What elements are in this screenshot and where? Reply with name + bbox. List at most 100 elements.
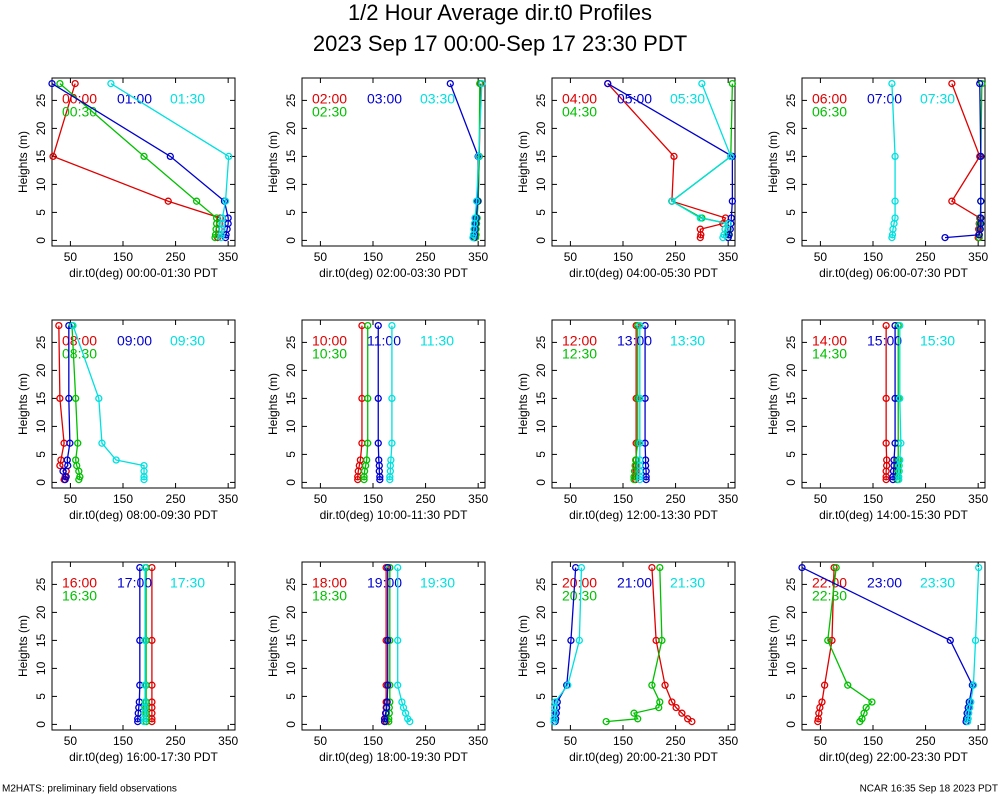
y-tick-label: 5 <box>34 693 48 700</box>
y-tick-label: 20 <box>34 121 48 135</box>
profile-point <box>896 321 904 330</box>
y-tick-label: 0 <box>34 237 48 244</box>
x-tick-label: 350 <box>718 492 738 506</box>
profile-point <box>364 321 372 330</box>
x-tick-label: 150 <box>363 250 383 264</box>
profile-point <box>721 225 729 233</box>
profile-point <box>374 439 382 447</box>
profile-point <box>604 79 612 88</box>
profile-point <box>963 717 972 726</box>
plot-frame <box>51 561 236 731</box>
profile-point <box>641 394 649 403</box>
y-tick-label: 20 <box>284 121 298 135</box>
y-tick-label: 25 <box>784 577 798 591</box>
profile-point <box>882 321 890 330</box>
x-axis-label: dir.t0(deg) 22:00-23:30 PDT <box>819 750 968 764</box>
y-tick-label: 10 <box>784 661 798 675</box>
profile-point <box>386 475 394 484</box>
profile-point <box>634 715 642 723</box>
series-label: 16:00 <box>62 575 97 591</box>
y-tick-label: 25 <box>34 335 48 349</box>
x-tick-label: 150 <box>363 734 383 748</box>
series-label: 10:30 <box>312 346 347 362</box>
x-tick-label: 250 <box>166 492 186 506</box>
y-tick-label: 10 <box>784 419 798 433</box>
profile-point <box>977 197 985 205</box>
profile-point <box>814 717 822 726</box>
x-tick-label: 250 <box>166 250 186 264</box>
profile-point <box>386 636 394 645</box>
y-tick-label: 25 <box>284 577 298 591</box>
subtitle: 2023 Sep 17 00:00-Sep 17 23:30 PDT <box>313 31 687 56</box>
plot-frame <box>551 319 736 489</box>
profile-point <box>384 636 392 645</box>
profile-point <box>882 394 890 403</box>
profile-point <box>978 79 986 88</box>
profile-point <box>65 321 73 330</box>
y-tick-label: 10 <box>784 177 798 191</box>
plot-frame <box>801 319 986 489</box>
x-tick-label: 50 <box>64 492 78 506</box>
profile-point <box>364 439 372 447</box>
y-tick-label: 5 <box>284 451 298 458</box>
y-tick-label: 10 <box>534 419 548 433</box>
plot-frame <box>551 561 736 731</box>
profile-point <box>166 152 174 161</box>
x-axis-label: dir.t0(deg) 06:00-07:30 PDT <box>819 266 968 280</box>
x-axis-label: dir.t0(deg) 00:00-01:30 PDT <box>69 266 218 280</box>
series-label: 07:00 <box>867 91 902 107</box>
series-label: 02:00 <box>312 91 347 107</box>
x-tick-label: 150 <box>113 492 133 506</box>
x-tick-label: 350 <box>968 492 988 506</box>
series-label: 21:00 <box>617 575 652 591</box>
y-tick-label: 10 <box>284 661 298 675</box>
profile-point <box>475 152 483 161</box>
y-axis-label: Heights (m) <box>16 131 30 193</box>
profile-point <box>221 197 230 205</box>
x-tick-label: 250 <box>416 734 436 748</box>
profile-point <box>696 233 704 242</box>
y-tick-label: 15 <box>34 149 48 163</box>
series-label: 13:00 <box>617 333 652 349</box>
profile-point <box>668 698 676 706</box>
y-tick-label: 20 <box>784 121 798 135</box>
profile-point <box>891 197 899 205</box>
series-label: 17:30 <box>170 575 205 591</box>
profile-point <box>824 636 832 645</box>
x-axis-label: dir.t0(deg) 16:00-17:30 PDT <box>69 750 218 764</box>
y-tick-label: 25 <box>34 93 48 107</box>
profile-point <box>72 394 80 403</box>
profile-point <box>564 681 572 689</box>
profile-line <box>670 83 732 238</box>
profile-point <box>641 439 649 447</box>
profile-point <box>896 394 904 403</box>
profile-point <box>49 152 57 161</box>
profile-point <box>727 152 735 161</box>
profile-point <box>394 636 402 645</box>
plot-frame <box>551 77 736 247</box>
y-tick-label: 0 <box>784 721 798 728</box>
profile-point <box>941 233 949 242</box>
x-tick-label: 50 <box>314 250 328 264</box>
profile-point <box>696 214 704 222</box>
profile-point <box>140 717 148 726</box>
x-tick-label: 250 <box>666 492 686 506</box>
series-label: 12:30 <box>562 346 597 362</box>
profile-point <box>636 456 644 464</box>
y-tick-label: 15 <box>34 391 48 405</box>
series-label: 00:30 <box>62 104 97 120</box>
profile-point <box>140 475 148 484</box>
x-tick-label: 150 <box>863 734 883 748</box>
profile-point <box>141 563 149 572</box>
plot-frame <box>301 561 486 731</box>
profile-point <box>74 439 82 447</box>
profile-point <box>107 79 115 88</box>
y-tick-label: 25 <box>534 577 548 591</box>
profile-point <box>48 79 56 88</box>
profile-point <box>476 79 484 88</box>
y-tick-label: 10 <box>34 419 48 433</box>
profile-point <box>631 456 640 464</box>
profile-point <box>446 79 454 88</box>
y-tick-label: 0 <box>534 721 548 728</box>
